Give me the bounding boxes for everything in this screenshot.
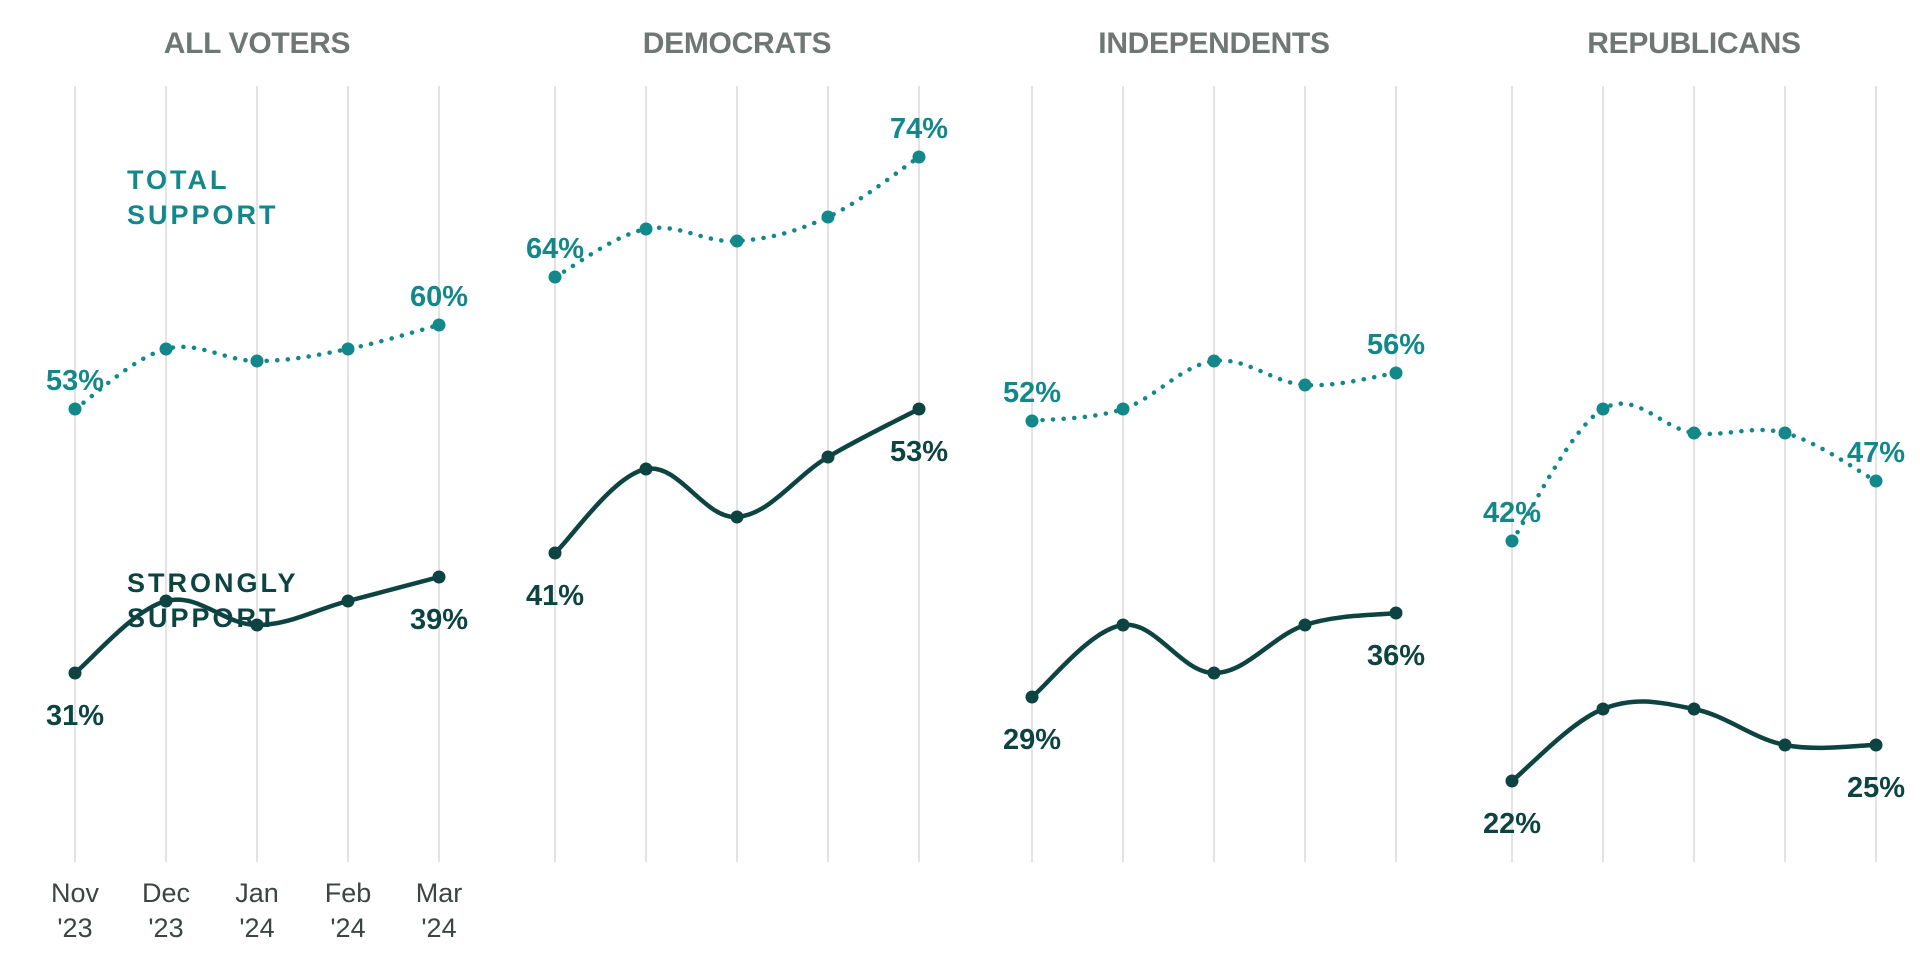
total-support-line xyxy=(552,154,922,280)
total-support-label: 52% xyxy=(1003,377,1061,409)
total-support-point xyxy=(341,342,355,356)
strongly-support-point xyxy=(1505,774,1519,788)
total-support-label: 60% xyxy=(410,281,468,313)
x-tick-year: '24 xyxy=(421,913,456,943)
total-support-point xyxy=(432,318,446,332)
strongly-support-point xyxy=(1389,606,1403,620)
data-points xyxy=(68,150,1883,788)
total-support-point xyxy=(1025,414,1039,428)
strongly-support-point xyxy=(639,462,653,476)
total-support-point xyxy=(1687,426,1701,440)
strongly-support-point xyxy=(1116,618,1130,632)
strongly-support-point xyxy=(250,618,264,632)
strongly-support-point xyxy=(912,402,926,416)
total-support-point xyxy=(1596,402,1610,416)
panel-title: INDEPENDENTS xyxy=(1098,27,1329,60)
strongly-support-point xyxy=(159,594,173,608)
total-support-label: 42% xyxy=(1483,497,1541,529)
total-support-point xyxy=(639,222,653,236)
panel-title: ALL VOTERS xyxy=(164,27,350,60)
total-support-point xyxy=(250,354,264,368)
panel-titles: ALL VOTERS DEMOCRATS INDEPENDENTS REPUBLICA… xyxy=(164,27,1801,60)
strongly-support-point xyxy=(1687,702,1701,716)
total-support-point xyxy=(912,150,926,164)
strongly-support-series-label: STRONGLY xyxy=(127,568,299,598)
x-tick-year: '24 xyxy=(330,913,365,943)
strongly-support-label: 36% xyxy=(1367,640,1425,672)
x-tick-month: Dec xyxy=(142,878,190,908)
strongly-support-point xyxy=(341,594,355,608)
x-tick-month: Feb xyxy=(325,878,372,908)
strongly-support-point xyxy=(821,450,835,464)
total-support-label: 53% xyxy=(46,365,104,397)
total-support-point xyxy=(1869,474,1883,488)
data-labels: 53% 60% 31% 39% 64% 74% 41% 53% 52% 56% 29% 36% 42% 4… xyxy=(46,113,1905,840)
strongly-support-series-label: SUPPORT xyxy=(127,603,279,633)
x-tick-month: Jan xyxy=(235,878,279,908)
strongly-support-label: 25% xyxy=(1847,772,1905,804)
total-support-label: 56% xyxy=(1367,329,1425,361)
series-labels: TOTAL SUPPORT STRONGLY SUPPORT xyxy=(127,165,299,633)
x-axis-ticks: Nov '23 Dec '23 Jan '24 Feb '24 Mar '24 xyxy=(51,878,462,943)
total-support-point xyxy=(1505,534,1519,548)
total-support-label: 64% xyxy=(526,233,584,265)
total-support-point xyxy=(1116,402,1130,416)
strongly-support-point xyxy=(1596,702,1610,716)
x-tick-month: Mar xyxy=(416,878,463,908)
strongly-support-point xyxy=(1778,738,1792,752)
strongly-support-point xyxy=(548,546,562,560)
total-support-series-label: TOTAL xyxy=(127,165,230,195)
x-tick-month: Nov xyxy=(51,878,100,908)
total-support-point xyxy=(1207,354,1221,368)
total-support-point xyxy=(1298,378,1312,392)
strongly-support-point xyxy=(1207,666,1221,680)
total-support-point xyxy=(159,342,173,356)
strongly-support-label: 22% xyxy=(1483,808,1541,840)
total-support-series-label: SUPPORT xyxy=(127,200,279,230)
strongly-support-point xyxy=(68,666,82,680)
strongly-support-point xyxy=(432,570,446,584)
panel-title: REPUBLICANS xyxy=(1587,27,1800,60)
total-support-label: 47% xyxy=(1847,437,1905,469)
total-support-point xyxy=(1389,366,1403,380)
strongly-support-label: 41% xyxy=(526,580,584,612)
x-tick-year: '23 xyxy=(57,913,92,943)
strongly-support-label: 31% xyxy=(46,700,104,732)
panel-title: DEMOCRATS xyxy=(643,27,831,60)
x-tick-year: '24 xyxy=(239,913,274,943)
strongly-support-label: 53% xyxy=(890,436,948,468)
gridlines xyxy=(74,86,1877,862)
total-support-point xyxy=(548,270,562,284)
total-support-point xyxy=(68,402,82,416)
strongly-support-point xyxy=(1025,690,1039,704)
strongly-support-point xyxy=(1298,618,1312,632)
x-tick-year: '23 xyxy=(148,913,183,943)
total-support-line xyxy=(1029,358,1399,424)
strongly-support-point xyxy=(1869,738,1883,752)
total-support-label: 74% xyxy=(890,113,948,145)
strongly-support-label: 39% xyxy=(410,604,468,636)
strongly-support-label: 29% xyxy=(1003,724,1061,756)
total-support-point xyxy=(730,234,744,248)
total-support-point xyxy=(1778,426,1792,440)
strongly-support-point xyxy=(730,510,744,524)
total-support-point xyxy=(821,210,835,224)
series-lines xyxy=(72,154,1879,784)
